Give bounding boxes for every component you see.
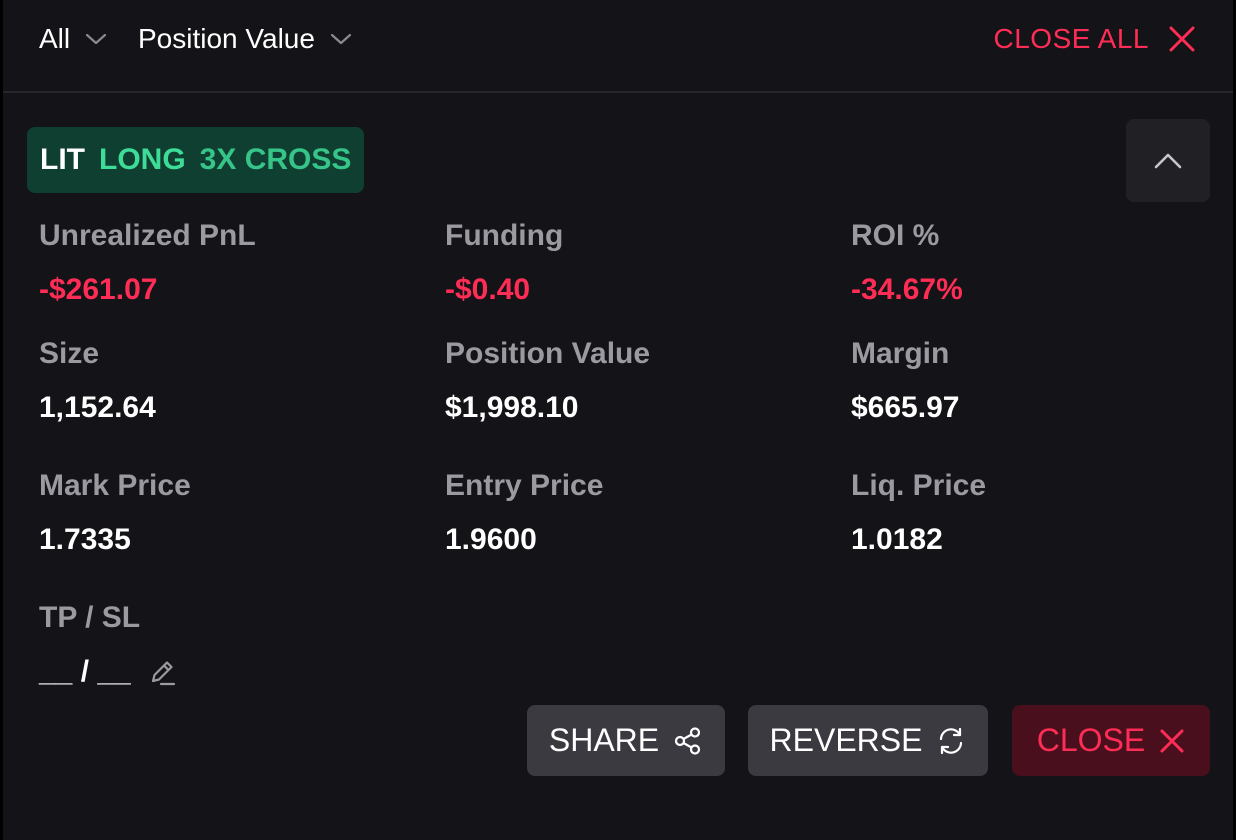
chevron-down-icon — [330, 33, 352, 45]
type-filter-dropdown[interactable]: All — [39, 20, 108, 58]
chevron-up-icon — [1154, 153, 1182, 168]
stat-value: 1.9600 — [445, 523, 537, 556]
panel-edge-right — [1233, 0, 1236, 840]
reverse-label: REVERSE — [769, 722, 923, 758]
stat-liq-price: Liq. Price 1.0182 — [851, 469, 986, 557]
stat-label: Mark Price — [39, 469, 191, 502]
stat-value: 1.0182 — [851, 523, 943, 556]
position-side: LONG — [99, 143, 186, 176]
position-badge: LIT LONG 3X CROSS — [27, 127, 365, 193]
stat-label: Position Value — [445, 337, 651, 370]
close-label: CLOSE — [1036, 722, 1146, 758]
sort-filter-dropdown[interactable]: Position Value — [138, 20, 353, 58]
refresh-icon — [940, 727, 963, 754]
pencil-icon[interactable] — [147, 657, 177, 687]
stat-roi: ROI % -34.67% — [851, 219, 963, 307]
stat-label: Size — [39, 337, 100, 370]
panel-edge-left — [0, 0, 3, 840]
positions-toolbar: All Position Value CLOSE ALL — [3, 0, 1233, 93]
stat-label: Margin — [851, 337, 950, 370]
stat-value: $1,998.10 — [445, 391, 579, 424]
stat-value: -$0.40 — [445, 273, 531, 306]
stat-margin: Margin $665.97 — [851, 337, 959, 425]
close-icon — [1169, 26, 1195, 52]
stat-mark-price: Mark Price 1.7335 — [39, 469, 191, 557]
stat-label: Funding — [445, 219, 564, 252]
position-leverage: 3X CROSS — [199, 143, 352, 176]
type-filter-label: All — [39, 23, 71, 54]
share-button[interactable]: SHARE — [527, 705, 725, 776]
stat-tp-sl: TP / SL __ / __ — [39, 601, 177, 689]
sort-filter-label: Position Value — [138, 23, 315, 54]
stat-value: 1,152.64 — [39, 391, 156, 424]
stat-size: Size 1,152.64 — [39, 337, 156, 425]
stat-position-value: Position Value $1,998.10 — [445, 337, 650, 425]
stat-label: ROI % — [851, 219, 940, 252]
close-position-button[interactable]: CLOSE — [1012, 705, 1210, 776]
stat-entry-price: Entry Price 1.9600 — [445, 469, 603, 557]
tp-sl-row: __ / __ — [39, 655, 177, 689]
share-label: SHARE — [548, 722, 660, 758]
stat-value: -$261.07 — [39, 273, 158, 306]
close-icon — [1160, 729, 1184, 752]
stat-unrealized-pnl: Unrealized PnL -$261.07 — [39, 219, 256, 307]
close-all-label: CLOSE ALL — [993, 23, 1149, 54]
close-all-button[interactable]: CLOSE ALL — [994, 20, 1195, 58]
stat-label: Liq. Price — [851, 469, 987, 502]
chevron-down-icon — [86, 33, 107, 45]
stat-value: __ / __ — [39, 655, 131, 688]
collapse-button[interactable] — [1126, 119, 1210, 202]
stat-label: TP / SL — [39, 601, 141, 634]
stat-value: -34.67% — [851, 273, 963, 306]
stat-label: Entry Price — [445, 469, 604, 502]
stat-value: 1.7335 — [39, 523, 131, 556]
position-symbol: LIT — [40, 143, 85, 176]
stat-label: Unrealized PnL — [39, 219, 256, 252]
stat-value: $665.97 — [851, 391, 960, 424]
share-icon — [675, 726, 701, 755]
stat-funding: Funding -$0.40 — [445, 219, 563, 307]
reverse-button[interactable]: REVERSE — [748, 705, 988, 776]
